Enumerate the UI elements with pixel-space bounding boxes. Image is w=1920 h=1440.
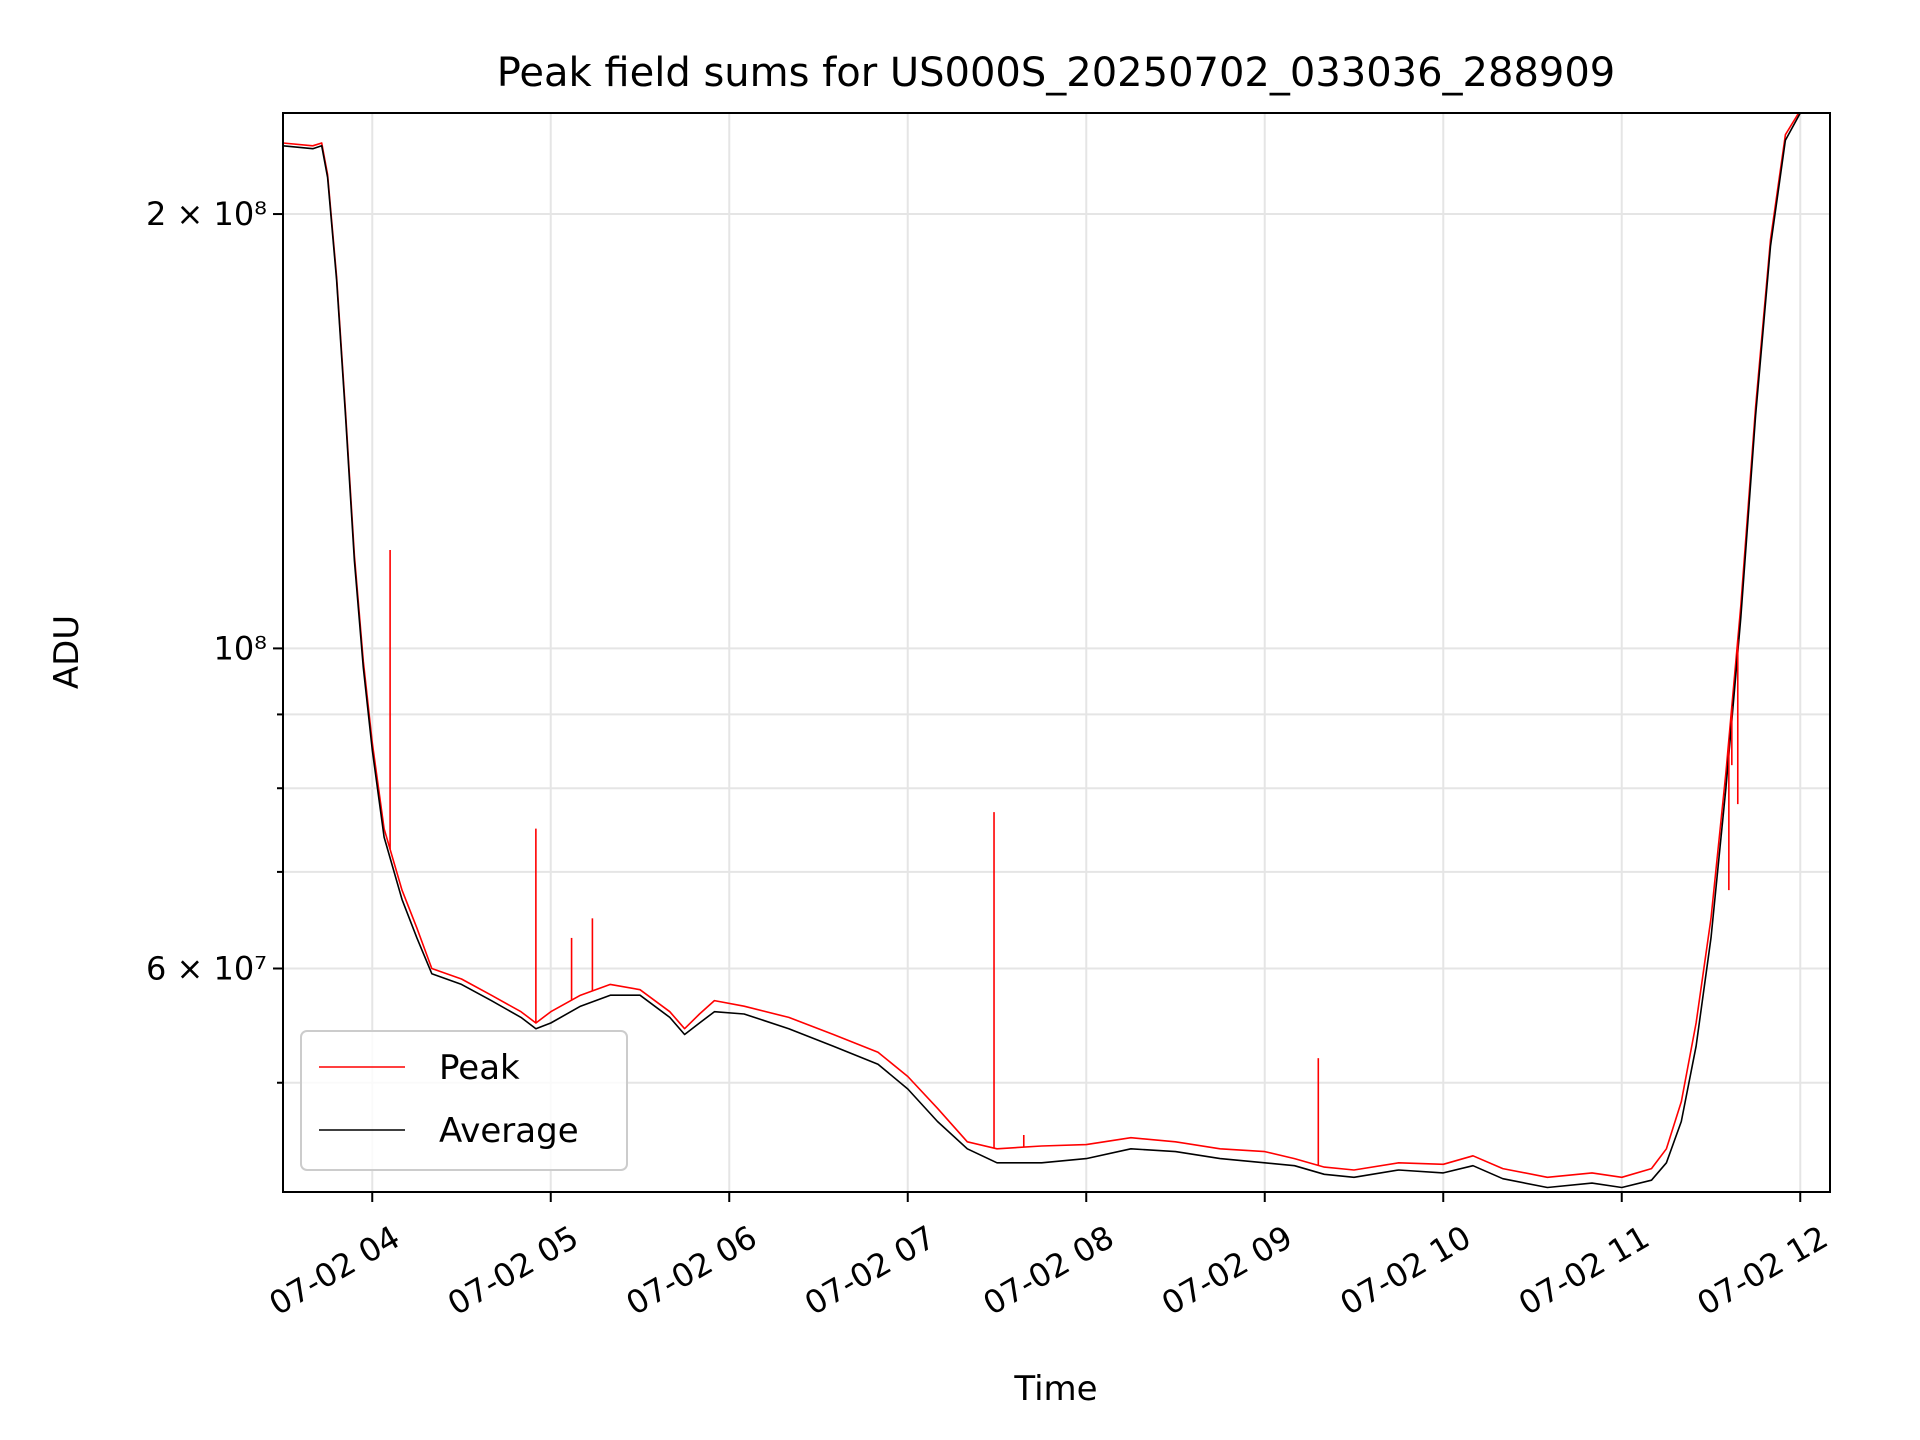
legend-label-peak: Peak bbox=[439, 1048, 520, 1088]
legend: Peak Average bbox=[300, 1030, 628, 1171]
series-line-peak bbox=[283, 113, 1800, 1179]
legend-box bbox=[300, 1030, 628, 1171]
x-axis-label: Time bbox=[1013, 1369, 1097, 1409]
series-layer bbox=[283, 113, 1802, 1189]
plot-area bbox=[283, 113, 1802, 1189]
series-line-average bbox=[283, 113, 1802, 1189]
y-axis-ticks: 2 × 10⁸ 10⁸ 6 × 10⁷ bbox=[146, 195, 283, 1084]
y-tick-label: 2 × 10⁸ bbox=[146, 195, 267, 233]
y-axis-label: ADU bbox=[47, 615, 87, 689]
legend-label-average: Average bbox=[439, 1111, 579, 1151]
y-tick-label: 10⁸ bbox=[213, 629, 267, 667]
y-tick-label: 6 × 10⁷ bbox=[146, 949, 267, 987]
grid bbox=[283, 113, 1830, 1192]
chart-title: Peak field sums for US000S_20250702_0330… bbox=[497, 50, 1616, 96]
plot-frame bbox=[282, 112, 1831, 1193]
